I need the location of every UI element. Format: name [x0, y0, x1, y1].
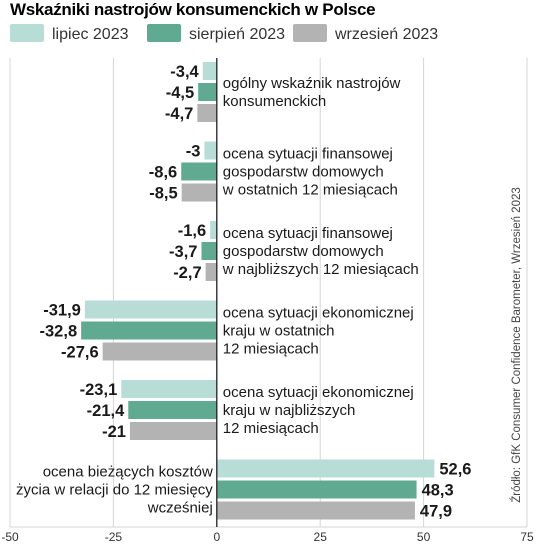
x-axis-ticks: -50 -25 0 25 50 75 [1, 530, 534, 544]
value-label-2-2: -2,7 [173, 264, 201, 282]
category-label-1-0: ocena sytuacji finansowej [223, 146, 393, 163]
bar-5-0 [216, 459, 435, 478]
value-label-0-0: -3,4 [170, 63, 199, 81]
tick-label-1: -25 [105, 530, 123, 544]
bar-0-0 [202, 62, 217, 80]
category-label-3-0: ocena sytuacji ekonomicznej [223, 305, 414, 322]
legend-swatch-2 [293, 24, 327, 42]
category-label-2-2: w najbliższych 12 miesiącach [222, 261, 419, 278]
bar-4-1 [128, 401, 217, 419]
bar-2-1 [201, 242, 217, 260]
value-label-3-2: -27,6 [61, 344, 99, 362]
bar-0-1 [198, 83, 217, 101]
category-label-5-1: życia w relacji do 12 miesięcy [16, 482, 213, 499]
category-label-4-0: ocena sytuacji ekonomicznej [223, 384, 414, 401]
bar-5-2 [216, 501, 415, 520]
category-label-0-0: ogólny wskaźnik nastrojów [223, 75, 401, 92]
value-label-1-1: -8,6 [149, 164, 177, 182]
labels: -3,4 -4,5 -4,7 ogólny wskaźnik nastrojówkon… [16, 63, 471, 521]
category-label-3-1: kraju w ostatnich [223, 323, 335, 340]
category-label-1-2: w ostatnich 12 miesiącach [222, 182, 398, 199]
category-label-2-1: gospodarstw domowych [223, 243, 384, 260]
bar-1-1 [181, 162, 217, 181]
value-label-5-0: 52,6 [439, 461, 471, 479]
value-label-0-2: -4,7 [165, 105, 193, 123]
legend-swatch-1 [147, 24, 181, 42]
bar-1-0 [204, 141, 217, 160]
tick-label-5: 75 [520, 530, 534, 544]
value-label-4-2: -21 [102, 423, 126, 441]
category-label-5-2: wcześniej [147, 500, 213, 517]
tick-label-2: 0 [213, 530, 220, 544]
legend: lipiec 2023 sierpień 2023 wrzesień 2023 [10, 24, 438, 43]
value-label-4-0: -23,1 [80, 381, 118, 399]
category-label-1-1: gospodarstw domowych [223, 164, 384, 181]
category-label-4-1: kraju w najbliższych [223, 402, 356, 419]
bar-5-1 [216, 480, 417, 499]
value-label-2-0: -1,6 [178, 222, 206, 240]
tick-label-0: -50 [1, 530, 19, 544]
bar-3-0 [84, 300, 217, 319]
value-label-2-1: -3,7 [169, 243, 197, 261]
bar-2-2 [205, 263, 217, 281]
tick-label-3: 25 [314, 530, 328, 544]
legend-label-1: sierpień 2023 [189, 26, 285, 43]
tick-label-4: 50 [417, 530, 431, 544]
bar-3-1 [81, 321, 217, 340]
legend-label-2: wrzesień 2023 [334, 26, 438, 43]
bar-4-2 [129, 422, 217, 440]
category-label-5-0: ocena bieżących kosztów [43, 464, 213, 481]
value-label-5-2: 47,9 [420, 503, 452, 521]
category-label-2-0: ocena sytuacji finansowej [223, 225, 393, 242]
bar-3-2 [102, 342, 217, 361]
value-label-0-1: -4,5 [166, 84, 194, 102]
bar-0-2 [197, 104, 217, 122]
category-label-4-2: 12 miesiącach [223, 420, 319, 437]
source-note: Źródło: GfK Consumer Confidence Baromete… [510, 187, 523, 503]
bar-1-2 [181, 183, 217, 202]
bars [81, 62, 435, 520]
value-label-4-1: -21,4 [87, 402, 125, 420]
value-label-1-2: -8,5 [149, 185, 177, 203]
category-label-3-2: 12 miesiącach [223, 341, 319, 358]
bar-2-0 [210, 221, 217, 239]
chart-title: Wskaźniki nastrojów konsumenckich w Pols… [10, 0, 375, 19]
value-label-1-0: -3 [186, 143, 201, 161]
value-label-3-1: -32,8 [40, 323, 78, 341]
value-label-5-1: 48,3 [422, 482, 454, 500]
legend-label-0: lipiec 2023 [52, 26, 129, 43]
legend-swatch-0 [10, 24, 44, 42]
bar-4-0 [121, 380, 217, 398]
value-label-3-0: -31,9 [43, 302, 81, 320]
grid [9, 58, 528, 528]
category-label-0-1: konsumenckich [223, 93, 326, 110]
